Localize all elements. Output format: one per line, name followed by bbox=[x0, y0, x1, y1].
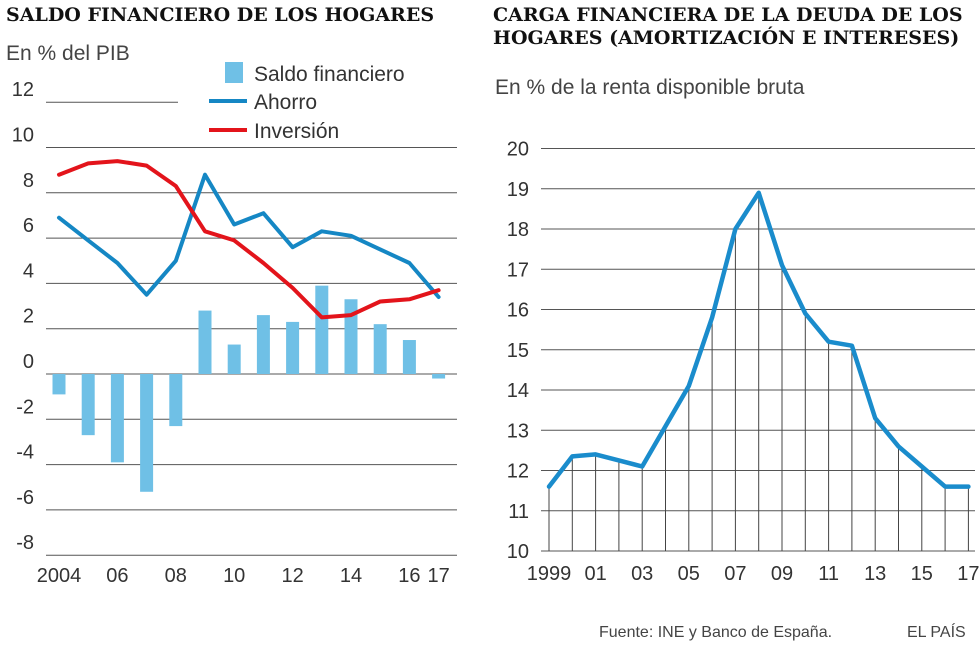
right-x-tick-label: 03 bbox=[631, 563, 653, 585]
left-y-tick-label: 2 bbox=[23, 306, 34, 328]
saldo-bar bbox=[169, 374, 183, 427]
right-x-tick-label: 1999 bbox=[527, 563, 572, 585]
legend-label-inversion: Inversión bbox=[254, 120, 339, 143]
saldo-bar bbox=[110, 374, 124, 463]
right-y-tick-label: 14 bbox=[507, 380, 529, 402]
right-x-ticks: 1999 01 03 05 07 09 11 13 15 17 bbox=[527, 563, 980, 585]
right-y-tick-label: 10 bbox=[507, 541, 529, 563]
right-y-tick-label: 19 bbox=[507, 179, 529, 201]
right-y-tick-label: 13 bbox=[507, 420, 529, 442]
legend-label-saldo: Saldo financiero bbox=[254, 63, 405, 86]
left-y-ticks: 12 10 8 6 4 2 0 -2 -4 -6 -8 bbox=[12, 79, 34, 554]
saldo-bar bbox=[432, 374, 446, 379]
inversion-line bbox=[57, 159, 441, 320]
right-chart-subtitle: En % de la renta disponible bruta bbox=[495, 76, 805, 99]
left-y-tick-label: 10 bbox=[12, 125, 34, 147]
saldo-bar bbox=[81, 374, 95, 436]
left-x-tick-label: 08 bbox=[165, 565, 187, 587]
source-note: Fuente: INE y Banco de España. bbox=[599, 624, 833, 641]
legend-label-ahorro: Ahorro bbox=[254, 91, 317, 114]
saldo-bar bbox=[256, 315, 270, 374]
right-x-tick-label: 11 bbox=[818, 563, 839, 585]
right-y-tick-label: 12 bbox=[507, 461, 529, 483]
right-y-tick-label: 16 bbox=[507, 300, 529, 322]
left-x-tick-label: 12 bbox=[281, 565, 303, 587]
right-x-tick-label: 13 bbox=[864, 563, 886, 585]
right-y-tick-label: 11 bbox=[508, 501, 529, 523]
left-y-tick-label: -4 bbox=[16, 442, 34, 464]
brand-label: EL PAÍS bbox=[907, 624, 966, 641]
left-y-tick-label: 12 bbox=[12, 79, 34, 101]
left-x-tick-label: 06 bbox=[106, 565, 128, 587]
right-x-tick-label: 07 bbox=[724, 563, 746, 585]
right-y-tick-label: 15 bbox=[507, 340, 529, 362]
right-x-tick-label: 09 bbox=[771, 563, 793, 585]
left-x-tick-label: 2004 bbox=[37, 565, 82, 587]
right-x-tick-label: 01 bbox=[584, 563, 606, 585]
left-y-tick-label: 8 bbox=[23, 170, 34, 192]
right-x-tick-label: 15 bbox=[911, 563, 933, 585]
left-y-tick-label: -6 bbox=[16, 487, 34, 509]
saldo-bar bbox=[140, 374, 154, 492]
saldo-bar bbox=[373, 324, 387, 374]
right-chart-title: CARGA FINANCIERA DE LA DEUDA DE LOS HOGA… bbox=[493, 4, 963, 49]
saldo-bar bbox=[344, 299, 358, 374]
left-legend: Saldo financiero Ahorro Inversión bbox=[209, 62, 405, 143]
right-y-ticks: 20 19 18 17 16 15 14 13 12 11 10 bbox=[507, 139, 529, 564]
right-gridlines bbox=[541, 148, 975, 552]
saldo-bar bbox=[227, 344, 241, 374]
right-drop-lines bbox=[548, 192, 969, 551]
saldo-bar bbox=[315, 285, 329, 374]
right-x-tick-label: 05 bbox=[678, 563, 700, 585]
left-x-tick-label: 16 bbox=[398, 565, 420, 587]
left-x-tick-label: 17 bbox=[427, 565, 449, 587]
left-y-tick-label: 4 bbox=[23, 260, 34, 282]
saldo-bar bbox=[52, 374, 66, 395]
left-y-tick-label: -8 bbox=[16, 532, 34, 554]
right-y-tick-label: 17 bbox=[507, 259, 529, 281]
saldo-bar bbox=[402, 340, 416, 374]
left-gridlines bbox=[46, 101, 457, 556]
saldo-bar bbox=[198, 310, 212, 374]
left-x-ticks: 2004 06 08 10 12 14 16 17 bbox=[37, 565, 450, 587]
saldo-bar bbox=[286, 321, 300, 374]
left-chart: 12 10 8 6 4 2 0 -2 -4 -6 -8 2004 06 08 10 12 14 16 17 Sal… bbox=[12, 62, 457, 587]
left-bars bbox=[52, 285, 446, 492]
right-x-tick-label: 17 bbox=[957, 563, 979, 585]
left-y-tick-label: 0 bbox=[23, 351, 34, 373]
left-chart-subtitle: En % del PIB bbox=[6, 42, 130, 65]
left-chart-title: SALDO FINANCIERO DE LOS HOGARES bbox=[6, 4, 435, 26]
right-line bbox=[546, 190, 971, 489]
left-x-tick-label: 10 bbox=[223, 565, 245, 587]
left-y-tick-label: -2 bbox=[16, 396, 34, 418]
right-y-tick-label: 18 bbox=[507, 219, 529, 241]
carga-line bbox=[546, 190, 971, 489]
legend-swatch-saldo bbox=[225, 62, 243, 83]
left-x-tick-label: 14 bbox=[340, 565, 362, 587]
left-y-tick-label: 6 bbox=[23, 215, 34, 237]
right-y-tick-label: 20 bbox=[507, 139, 529, 161]
left-lines bbox=[57, 159, 441, 320]
ahorro-line bbox=[57, 172, 441, 299]
